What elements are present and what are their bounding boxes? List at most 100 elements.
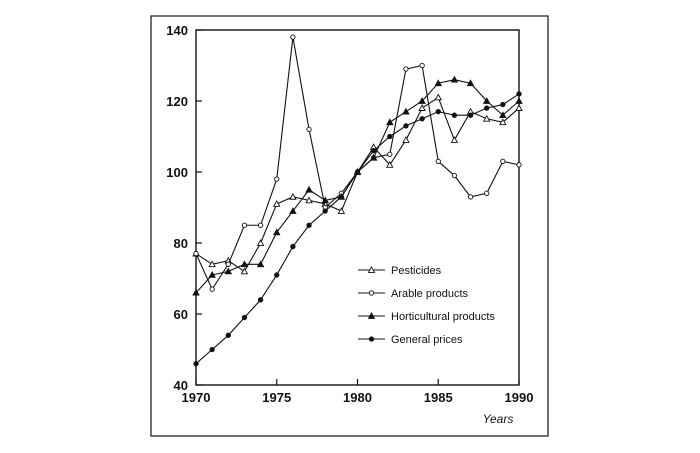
x-tick-label: 1970: [182, 390, 211, 405]
data-point-arable-products: [516, 162, 522, 168]
data-point-arable-products: [209, 286, 215, 292]
data-point-general-prices: [306, 222, 312, 228]
x-tick-label: 1980: [343, 390, 372, 405]
series-pesticides: [192, 93, 523, 275]
data-point-general-prices: [484, 105, 490, 111]
data-point-general-prices: [467, 112, 474, 118]
series-line-pesticides: [195, 96, 520, 273]
data-point-horticultural-products: [256, 260, 265, 268]
legend-marker: [368, 290, 375, 296]
outer-frame: [150, 15, 549, 437]
data-point-horticultural-products: [434, 79, 443, 87]
data-point-general-prices: [225, 332, 231, 338]
data-point-general-prices: [500, 101, 506, 108]
data-point-arable-products: [403, 66, 409, 72]
series-line-general-prices: [195, 93, 520, 365]
data-point-arable-products: [419, 62, 425, 69]
x-axis-label: Years: [483, 412, 514, 426]
data-point-arable-products: [257, 222, 264, 228]
x-tick-label: 1975: [262, 390, 291, 405]
data-point-pesticides: [240, 267, 249, 275]
data-point-arable-products: [467, 194, 474, 200]
x-tick-label: 1985: [424, 390, 453, 405]
data-point-general-prices: [209, 346, 215, 353]
series-general-prices: [193, 91, 522, 367]
data-point-general-prices: [403, 123, 409, 129]
data-point-pesticides: [386, 160, 394, 168]
data-point-general-prices: [322, 208, 328, 214]
legend-label: Pesticides: [391, 265, 442, 277]
data-point-horticultural-products: [402, 107, 410, 115]
data-point-horticultural-products: [482, 97, 491, 104]
data-point-horticultural-products: [192, 288, 200, 296]
legend-label: Arable products: [391, 288, 469, 300]
legend: Pesticides Arable products Horticultural p…: [358, 265, 495, 346]
series-line-arable-products: [195, 37, 520, 291]
y-tick-label: 140: [166, 23, 188, 38]
y-tick-label: 120: [166, 94, 188, 109]
axes-ticks: 40 60 80 100 120 140 1970 1975 1980 1985 1990: [166, 23, 533, 405]
data-point-general-prices: [451, 112, 458, 118]
data-point-pesticides: [515, 104, 523, 111]
data-point-horticultural-products: [305, 185, 313, 193]
data-point-horticultural-products: [321, 196, 329, 204]
legend-item-horticultural-products: Horticultural products: [358, 311, 495, 323]
data-point-pesticides: [450, 136, 459, 143]
data-point-horticultural-products: [466, 79, 475, 87]
series-horticultural-products: [192, 75, 523, 296]
y-tick-label: 100: [166, 165, 188, 180]
x-tick-label: 1990: [505, 390, 534, 405]
legend-item-general-prices: General prices: [358, 334, 463, 346]
data-point-general-prices: [274, 272, 280, 278]
data-point-horticultural-products: [224, 267, 233, 275]
data-point-pesticides: [289, 192, 297, 200]
data-point-arable-products: [241, 222, 248, 228]
data-point-horticultural-products: [240, 260, 249, 268]
data-point-pesticides: [482, 114, 491, 122]
legend-item-pesticides: Pesticides: [358, 265, 442, 277]
legend-marker: [367, 266, 376, 273]
data-point-arable-products: [435, 158, 441, 165]
y-tick-label: 60: [174, 307, 188, 322]
data-point-pesticides: [434, 93, 443, 101]
data-point-general-prices: [193, 361, 199, 367]
data-point-horticultural-products: [289, 207, 297, 214]
data-point-general-prices: [516, 91, 522, 97]
data-point-general-prices: [257, 297, 264, 303]
data-point-general-prices: [370, 148, 377, 154]
data-point-horticultural-products: [499, 111, 507, 119]
data-point-general-prices: [338, 194, 344, 200]
data-point-arable-products: [500, 158, 506, 165]
data-point-horticultural-products: [369, 153, 378, 161]
data-point-general-prices: [290, 243, 296, 250]
data-point-horticultural-products: [450, 75, 459, 83]
data-point-horticultural-products: [272, 228, 281, 236]
data-point-arable-products: [451, 172, 458, 179]
data-point-pesticides: [208, 260, 216, 268]
series-arable-products: [193, 34, 522, 292]
data-point-pesticides: [499, 118, 507, 126]
data-point-horticultural-products: [386, 118, 394, 126]
data-point-arable-products: [193, 250, 199, 257]
data-point-pesticides: [305, 196, 313, 204]
legend-label: Horticultural products: [391, 311, 495, 323]
data-point-general-prices: [387, 133, 393, 140]
data-point-arable-products: [274, 176, 280, 182]
data-point-arable-products: [387, 151, 393, 157]
data-point-arable-products: [225, 261, 231, 267]
data-point-pesticides: [402, 136, 410, 143]
data-point-pesticides: [256, 239, 265, 246]
series-layer: [192, 34, 523, 367]
y-tick-label: 80: [174, 236, 188, 251]
data-point-horticultural-products: [515, 97, 523, 104]
data-point-pesticides: [418, 104, 426, 111]
data-point-pesticides: [337, 207, 346, 214]
data-point-general-prices: [419, 116, 425, 122]
data-point-horticultural-products: [208, 271, 216, 278]
legend-marker: [368, 336, 375, 342]
legend-marker: [367, 312, 376, 319]
legend-label: General prices: [391, 334, 463, 346]
data-point-arable-products: [484, 190, 490, 196]
data-point-pesticides: [272, 200, 281, 207]
